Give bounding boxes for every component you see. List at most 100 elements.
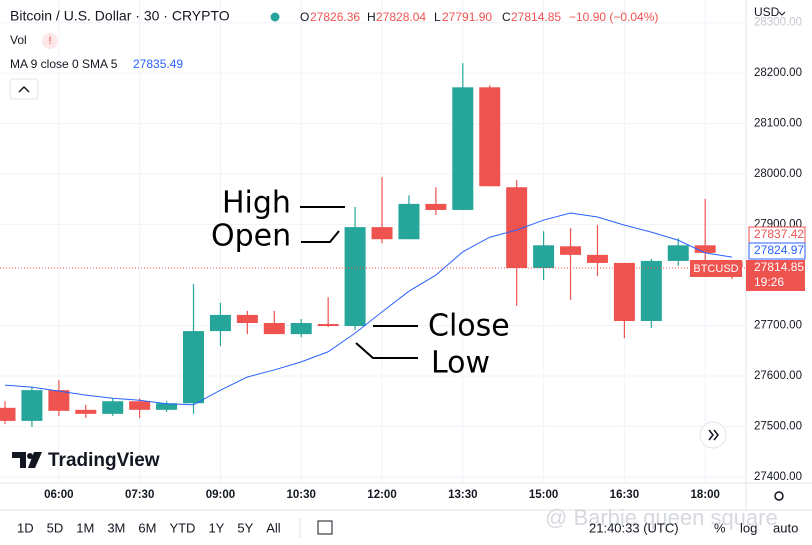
last-price-text: 27814.85 — [754, 260, 804, 274]
candle-body — [640, 260, 662, 321]
candle-body — [506, 187, 528, 268]
range-button[interactable]: 3M — [107, 520, 125, 535]
candle-body — [533, 245, 555, 268]
candle-body — [21, 390, 43, 421]
y-tick-label: 27700.00 — [754, 320, 802, 332]
logo-text: TradingView — [48, 450, 160, 471]
toolbar: 1D 5D 1M 3M 6M YTD 1Y 5Y All — [17, 520, 281, 535]
x-tick-label: 15:00 — [529, 489, 558, 501]
candle-body — [129, 401, 151, 410]
y-tick-label: 27500.00 — [754, 421, 802, 433]
candle-body — [694, 245, 716, 253]
candle-body — [75, 409, 97, 414]
h-value: 27828.04 — [376, 10, 426, 24]
range-button[interactable]: 1Y — [208, 520, 224, 535]
x-tick-label: 10:30 — [287, 489, 316, 501]
x-tick-label: 18:00 — [690, 489, 719, 501]
percent-toggle[interactable]: % — [714, 520, 726, 535]
logo-dot — [27, 453, 33, 459]
last-price-tag — [746, 260, 805, 291]
candle-body — [183, 331, 205, 404]
annotation-close: Close — [428, 309, 510, 344]
countdown: 19:26 — [754, 275, 784, 289]
auto-toggle[interactable]: auto — [773, 520, 798, 535]
candle-body — [452, 87, 474, 210]
range-button[interactable]: All — [266, 520, 281, 535]
scroll-icon — [708, 429, 719, 441]
range-button[interactable]: 6M — [138, 520, 156, 535]
symbol-tag — [690, 260, 742, 277]
candle-body — [560, 246, 582, 255]
candle-body — [613, 262, 635, 321]
candle-body — [102, 401, 124, 414]
range-button[interactable]: 5Y — [237, 520, 253, 535]
candle-body — [398, 203, 420, 240]
change: −10.90 (−0.04%) — [569, 10, 658, 24]
currency[interactable]: USD — [754, 5, 780, 19]
o-value: 27826.36 — [310, 10, 360, 24]
candle-body — [344, 227, 366, 327]
y-tick-label: 28000.00 — [754, 168, 802, 180]
l-value: 27791.90 — [442, 10, 492, 24]
warning-icon[interactable] — [42, 33, 58, 49]
candle-body — [48, 390, 70, 411]
ma-label: MA 9 close 0 SMA 5 — [10, 57, 118, 71]
ma-value: 27835.49 — [133, 57, 183, 71]
plot — [0, 63, 743, 427]
range-button[interactable]: 1D — [17, 520, 34, 535]
logo-icon — [12, 452, 42, 468]
o-label: O — [300, 10, 309, 24]
ma-price-tag — [748, 242, 806, 260]
x-tick-label: 07:30 — [125, 489, 154, 501]
annotation-high: High — [222, 186, 291, 221]
symbol-tag-text: BTCUSD — [693, 263, 738, 275]
candle-body — [263, 323, 285, 335]
annotation-open: Open — [211, 219, 291, 254]
candle-body — [290, 323, 312, 335]
candle-body — [0, 407, 16, 421]
candle-body — [317, 324, 339, 327]
watermark: @ Barbie queen square — [545, 505, 778, 530]
settings-icon[interactable] — [774, 491, 784, 501]
ma-price-text: 27824.97 — [754, 243, 804, 257]
range-button[interactable]: 1M — [76, 520, 94, 535]
candle-body — [156, 403, 178, 410]
range-button[interactable]: 5D — [47, 520, 64, 535]
warning-mark: ! — [48, 35, 51, 47]
y-tick-label: 27400.00 — [754, 471, 802, 483]
candle-body — [209, 314, 231, 332]
vol-label: Vol — [10, 33, 27, 47]
ma-line — [4, 212, 733, 406]
candle-body — [236, 314, 258, 324]
annotation-low: Low — [431, 346, 490, 381]
x-tick-label: 12:00 — [367, 489, 396, 501]
y-tick-label: 28300.00 — [754, 17, 802, 29]
y-tick-label: 28200.00 — [754, 67, 802, 79]
c-label: C — [502, 10, 511, 24]
x-tick-label: 13:30 — [448, 489, 477, 501]
collapse-icon — [18, 85, 30, 93]
candle-body — [586, 254, 608, 263]
x-tick-label: 06:00 — [44, 489, 73, 501]
c-value: 27814.85 — [511, 10, 561, 24]
candle-body — [667, 245, 689, 261]
log-toggle[interactable]: log — [740, 520, 757, 535]
status-dot — [270, 12, 280, 22]
range-button[interactable]: YTD — [169, 520, 195, 535]
clock: 21:40:33 (UTC) — [589, 520, 679, 535]
high-price-text: 27837.42 — [754, 227, 804, 241]
currency-caret — [778, 11, 786, 16]
x-tick-label: 16:30 — [610, 489, 639, 501]
l-label: L — [434, 10, 441, 24]
x-tick-label: 09:00 — [206, 489, 235, 501]
candle-body — [425, 203, 447, 210]
collapse-button[interactable] — [9, 78, 39, 100]
date-range-icon[interactable] — [317, 520, 333, 535]
y-tick-label: 28100.00 — [754, 118, 802, 130]
annotation-line — [301, 230, 340, 243]
annotation-line — [355, 342, 418, 359]
candle-body — [371, 227, 393, 240]
symbol-title: Bitcoin / U.S. Dollar · 30 · CRYPTO — [10, 8, 230, 24]
